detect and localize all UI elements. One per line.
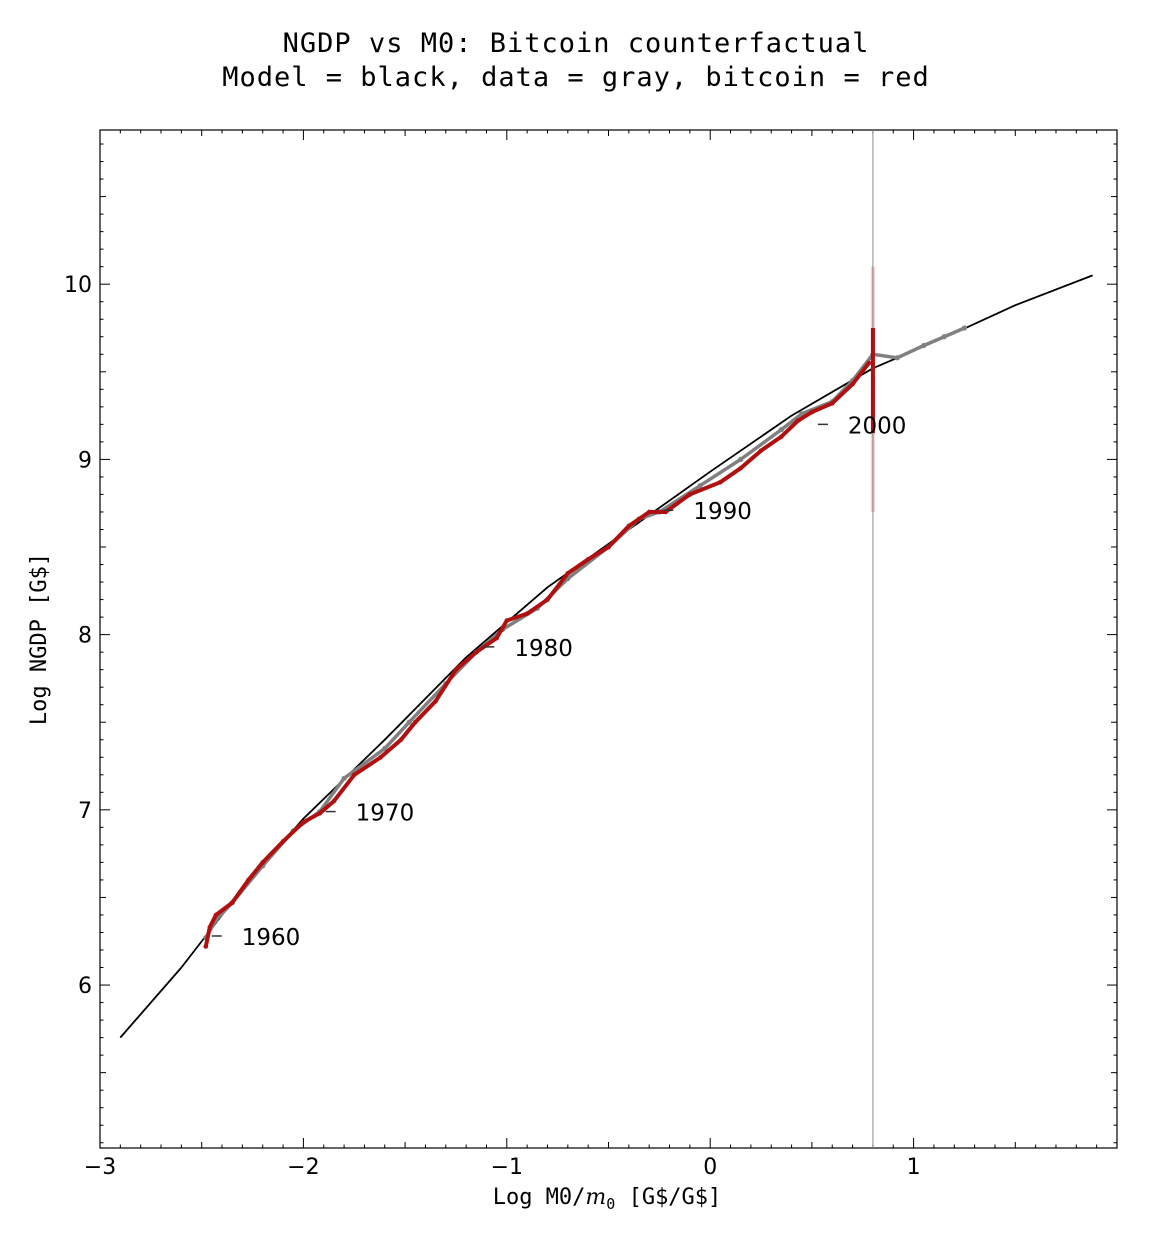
bitcoin-point-red	[331, 798, 337, 804]
x-tick-label: 0	[703, 1155, 717, 1180]
bitcoin-point-red	[246, 877, 251, 883]
bitcoin-point-red	[213, 912, 219, 918]
bitcoin-point-red	[280, 839, 286, 844]
bitcoin-point-red	[524, 611, 530, 616]
bitcoin-point-red	[646, 509, 652, 515]
year-annotation: 2000	[848, 413, 907, 439]
y-tick-label: 7	[78, 799, 92, 824]
y-tick-label: 6	[78, 974, 92, 999]
bitcoin-point-red	[565, 570, 571, 576]
data-point-gray	[738, 456, 744, 463]
data-point-gray	[778, 427, 784, 433]
bitcoin-point-red	[687, 492, 693, 497]
year-annotation: 1980	[514, 636, 573, 662]
chart-labels: −3 −2 −1 0 1 6 7 8 9 10 1960 1970 1980 1990 2000	[64, 273, 921, 1180]
year-annotation: 1990	[693, 499, 752, 525]
data-point-gray	[799, 411, 805, 417]
bitcoin-point-red	[850, 381, 855, 387]
y-tick-label: 8	[78, 624, 92, 649]
chart-title: NGDP vs M0: Bitcoin counterfactual	[282, 28, 870, 59]
data-point-gray	[921, 342, 927, 349]
bitcoin-point-red	[779, 434, 784, 439]
x-tick-label: −2	[287, 1155, 319, 1180]
bitcoin-point-red	[866, 360, 872, 366]
bitcoin-point-red	[738, 465, 744, 471]
data-point-gray	[341, 775, 347, 781]
x-axis-label: Log M0/m0 [G$/G$]	[493, 1185, 722, 1213]
data-point-gray	[406, 719, 412, 725]
x-tick-label: 1	[907, 1155, 921, 1180]
bitcoin-point-red	[453, 667, 459, 672]
bitcoin-point-red	[606, 544, 611, 550]
bitcoin-point-red	[398, 737, 404, 743]
y-tick-label: 10	[64, 273, 92, 298]
bitcoin-point-red	[317, 811, 322, 816]
bitcoin-point-red	[494, 635, 499, 641]
chart-subtitle: Model = black, data = gray, bitcoin = re…	[222, 62, 930, 93]
year-annotation: 1970	[356, 801, 415, 827]
axis-ticks	[99, 130, 1118, 1148]
bitcoin-point-red	[433, 698, 438, 704]
bitcoin-point-red	[473, 649, 479, 655]
bitcoin-point-red	[203, 944, 209, 949]
y-axis-label: Log NGDP [G$]	[27, 553, 52, 725]
x-tick-label: −1	[491, 1155, 523, 1180]
bitcoin-point-red	[351, 772, 357, 778]
bitcoin-point-red	[378, 754, 383, 760]
bitcoin-point-red	[585, 556, 591, 562]
data-point-gray	[961, 325, 968, 331]
bitcoin-point-red	[809, 409, 815, 415]
bitcoin-point-red	[718, 479, 723, 485]
bitcoin-point-red	[545, 597, 550, 602]
bitcoin-point-red	[829, 401, 835, 406]
data-point-gray	[697, 483, 703, 489]
y-tick-label: 9	[78, 448, 92, 473]
year-annotation: 1960	[242, 925, 301, 951]
bitcoin-point-red	[626, 523, 632, 529]
data-point-gray	[941, 334, 947, 340]
plot-frame	[99, 129, 1118, 1149]
bitcoin-point-red	[229, 900, 235, 905]
bitcoin-point-red	[301, 819, 306, 825]
chart-marks	[119, 130, 1093, 1148]
bitcoin-point-red	[412, 719, 418, 725]
bitcoin-point-red	[260, 860, 266, 865]
model-curve	[119, 274, 1093, 1039]
bitcoin-point-red	[758, 448, 764, 453]
data-point-gray	[894, 355, 900, 361]
bitcoin-point-red	[795, 418, 800, 424]
x-tick-label: −3	[84, 1155, 116, 1180]
bitcoin-point-red	[504, 618, 510, 623]
data-point-gray	[382, 745, 388, 752]
bitcoin-point-red	[207, 924, 213, 930]
